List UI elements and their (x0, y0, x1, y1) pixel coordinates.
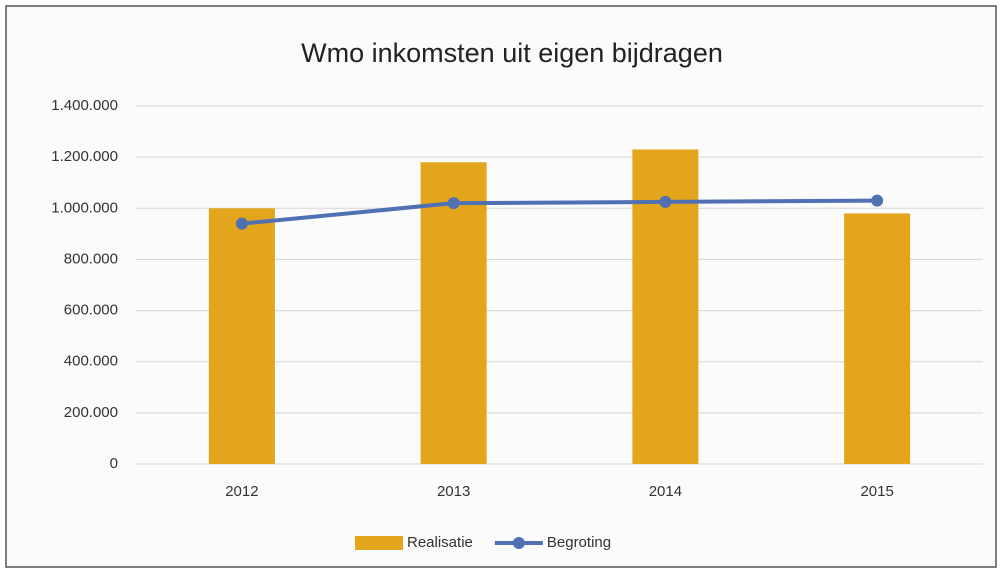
y-tick-label: 600.000 (64, 302, 118, 319)
bar (420, 162, 487, 464)
line-point (235, 217, 248, 230)
y-tick-label: 200.000 (64, 404, 118, 421)
legend-swatch (355, 536, 403, 550)
chart-frame (5, 5, 997, 568)
chart-title: Wmo inkomsten uit eigen bijdragen (301, 38, 723, 68)
x-tick-label: 2013 (437, 483, 470, 500)
y-tick-label: 0 (110, 455, 118, 472)
line-point (659, 195, 672, 208)
line-point (447, 197, 460, 210)
x-tick-label: 2012 (225, 483, 258, 500)
legend-swatch (512, 537, 525, 549)
legend-label: Realisatie (407, 534, 473, 551)
legend-label: Begroting (547, 534, 611, 551)
line-point (871, 194, 884, 207)
x-tick-label: 2015 (860, 483, 893, 500)
y-tick-label: 1.200.000 (51, 148, 118, 165)
y-tick-label: 800.000 (64, 250, 118, 267)
line (241, 198, 878, 226)
y-tick-label: 1.000.000 (51, 199, 118, 216)
y-tick-label: 400.000 (64, 353, 118, 370)
y-tick-label: 1.400.000 (51, 97, 118, 114)
bar (208, 208, 275, 464)
bar (844, 213, 911, 464)
x-tick-label: 2014 (649, 483, 682, 500)
